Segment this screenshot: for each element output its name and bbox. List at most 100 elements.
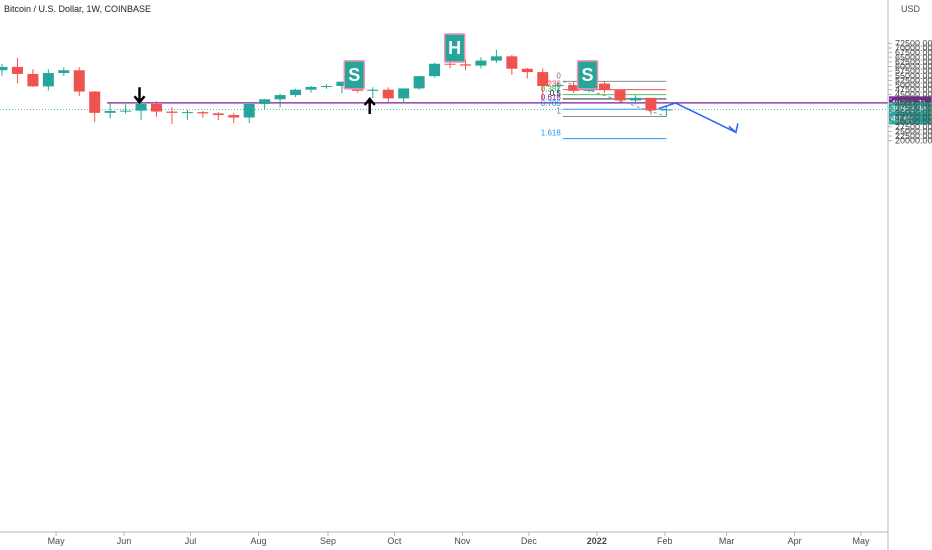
candle-body: [336, 81, 348, 86]
price-tick-label: 52500.00: [895, 75, 932, 85]
pattern-marker-label: S: [348, 65, 360, 85]
price-tick-label: 50000.00: [895, 80, 932, 90]
candle-body: [0, 66, 8, 71]
current-price-tag: [889, 102, 931, 125]
fib-level-label: 0: [556, 71, 561, 80]
candle-body: [552, 85, 564, 87]
candle-body: [135, 103, 147, 111]
time-axis: May Jun Jul Aug Sep Oct Nov Dec 2022 Feb Mar Apr May: [0, 531, 888, 546]
time-tick-label: 2022: [587, 536, 607, 546]
price-tick-label: 40000.00: [895, 99, 932, 109]
candle-body: [228, 115, 240, 118]
candle-body: [367, 89, 379, 91]
fib-level-label: 0.618: [541, 93, 562, 102]
candle-body: [614, 90, 626, 101]
price-tick-label: 42500.00: [895, 94, 932, 104]
candle-body: [58, 70, 70, 74]
time-tick-label: Apr: [788, 536, 802, 546]
candle-body: [197, 112, 209, 114]
time-tick-label: May: [48, 536, 66, 546]
time-tick-label: Dec: [521, 536, 538, 546]
price-tick-label: 47500.00: [895, 85, 932, 95]
candle-body: [660, 109, 672, 111]
candle-body: [104, 111, 116, 113]
fib-level-label: 1.618: [541, 129, 562, 138]
candle-body: [290, 89, 302, 96]
price-tick-label: 32500.00: [895, 112, 932, 122]
candle-body: [599, 83, 611, 91]
price-tick-label: 67500.00: [895, 48, 932, 58]
price-axis: 20000.0022500.0025000.0027500.0030000.00…: [887, 0, 932, 550]
time-tick-label: Aug: [250, 536, 266, 546]
candle-body: [506, 56, 518, 69]
arrow-up-icon: [363, 97, 376, 115]
pattern-marker: [343, 60, 366, 90]
current-price-label: 36862.34: [891, 103, 927, 113]
price-tick-label: 60000.00: [895, 62, 932, 72]
candle-body: [120, 110, 132, 112]
candle-body: [27, 73, 39, 87]
candle-body: [166, 111, 178, 113]
price-tick-label: 55000.00: [895, 71, 932, 81]
price-tick-label: 45000.00: [895, 89, 932, 99]
candle-body: [629, 97, 641, 101]
fib-level-label: 0.236: [541, 80, 562, 89]
candle-body: [645, 97, 657, 111]
candle-body: [274, 95, 286, 100]
candle-body: [243, 103, 255, 118]
price-tick-label: 70000.00: [895, 43, 932, 53]
fib-level-label: 1: [556, 107, 561, 116]
pattern-marker-label: S: [582, 65, 594, 85]
pattern-marker: [443, 33, 466, 63]
candle-body: [73, 70, 85, 92]
price-tick-label: 35000.00: [895, 108, 932, 118]
projection-path: [658, 102, 737, 133]
time-tick-label: Oct: [387, 536, 402, 546]
candle-body: [382, 89, 394, 99]
chart-title: Bitcoin / U.S. Dollar, 1W, COINBASE: [4, 4, 151, 14]
currency-label: USD: [901, 4, 921, 14]
time-tick-label: Sep: [320, 536, 336, 546]
countdown-label: 4d 4h: [891, 113, 913, 123]
candle-body: [212, 113, 224, 116]
candle-body: [320, 85, 332, 87]
price-tick-label: 22500.00: [895, 131, 932, 141]
price-tick-label: 65000.00: [895, 52, 932, 62]
candle-body: [11, 66, 23, 74]
time-tick-label: Mar: [719, 536, 735, 546]
candle-body: [181, 112, 193, 114]
annotations: S H S: [133, 33, 739, 134]
candle-body: [42, 73, 54, 87]
candle-body: [89, 91, 101, 113]
candle-body: [537, 72, 549, 86]
time-tick-label: Feb: [657, 536, 673, 546]
projection-arrowhead-icon: [728, 123, 739, 134]
price-tick-label: 27500.00: [895, 122, 932, 132]
price-tick-label: 57500.00: [895, 66, 932, 76]
candle-body: [429, 63, 441, 77]
candle-body: [568, 85, 580, 91]
time-tick-label: Jul: [185, 536, 197, 546]
pattern-marker-label: H: [448, 38, 461, 58]
price-tick-label: 20000.00: [895, 136, 932, 146]
candle-body: [259, 99, 271, 104]
candle-body: [444, 63, 456, 65]
candle-body: [521, 68, 533, 73]
candle-body: [413, 76, 425, 89]
candle-body: [460, 64, 471, 66]
fib-level-label: 0.382: [541, 85, 562, 94]
price-tick-label: 25000.00: [895, 126, 932, 136]
pattern-marker: [576, 60, 599, 90]
candle-body: [398, 88, 410, 99]
price-tick-label: 37500.00: [895, 103, 932, 113]
arrow-down-icon: [133, 87, 146, 105]
price-tick-label: 72500.00: [895, 38, 932, 48]
time-tick-label: Nov: [454, 536, 471, 546]
candle-body: [490, 56, 502, 61]
candle-body: [151, 103, 162, 112]
candle-body: [475, 60, 487, 66]
candle-body: [305, 86, 317, 90]
fib-level-label: 0.786: [541, 99, 562, 108]
